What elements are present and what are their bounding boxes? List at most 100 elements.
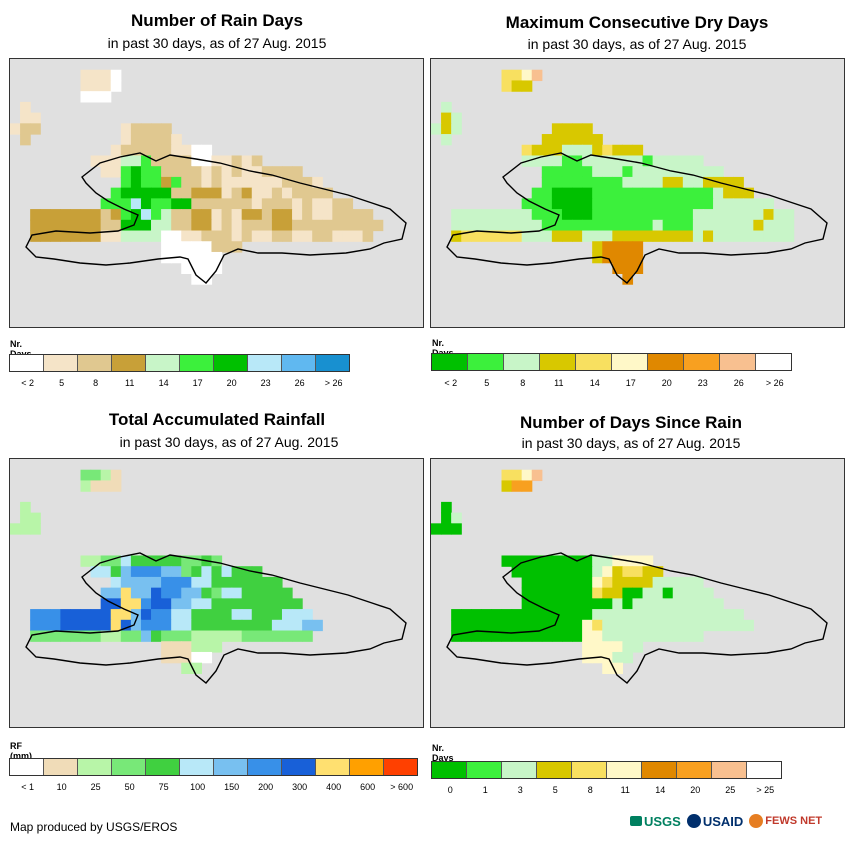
grid-cell	[151, 134, 162, 146]
map-rain-days	[9, 58, 424, 328]
legend-tick-label: > 600	[390, 782, 414, 792]
grid-cell	[733, 619, 744, 632]
grid-cell	[612, 176, 623, 189]
grid-cell	[281, 230, 293, 242]
legend-swatch	[572, 762, 607, 778]
grid-cell	[130, 230, 142, 242]
grid-cell	[561, 555, 573, 567]
grid-cell	[181, 651, 192, 664]
legend-ticks: < 2 5 8 11 14 17 20 23 26 > 26	[9, 378, 343, 390]
grid-cell	[602, 641, 613, 653]
grid-cell	[80, 480, 92, 492]
grid-cell	[652, 209, 664, 221]
grid-cell	[662, 219, 674, 232]
grid-cell	[592, 598, 603, 610]
grid-cell	[211, 619, 223, 632]
grid-cell	[501, 69, 513, 82]
grid-cell	[642, 566, 654, 578]
grid-cell	[161, 230, 172, 242]
grid-cell	[713, 598, 724, 610]
grid-cell	[120, 619, 132, 632]
grid-cell	[531, 69, 543, 82]
grid-cell	[80, 69, 92, 82]
grid-cell	[302, 176, 313, 189]
grid-cell	[501, 219, 513, 232]
grid-cell	[302, 209, 313, 221]
legend-tick-label: > 26	[324, 378, 343, 388]
grid-cell	[261, 187, 273, 199]
grid-cell	[251, 619, 263, 632]
grid-cell	[642, 609, 654, 621]
grid-cell	[451, 619, 462, 632]
grid-cell	[682, 166, 694, 178]
grid-cell	[501, 480, 513, 492]
grid-cell	[733, 187, 744, 199]
grid-cell	[723, 176, 734, 189]
grid-cell	[763, 209, 775, 221]
grid-cell	[171, 209, 182, 221]
grid-cell	[481, 619, 493, 632]
grid-cell	[491, 619, 503, 632]
island-outline	[25, 152, 407, 284]
grid-cell	[461, 609, 472, 621]
grid-cell	[642, 555, 654, 567]
panel-title: Number of Days Since Rain	[519, 413, 742, 432]
legend-tick-label: 8	[520, 378, 526, 388]
grid-cell	[541, 155, 553, 167]
grid-cell	[140, 619, 152, 632]
grid-cell	[302, 630, 313, 642]
grid-cell	[622, 619, 634, 632]
grid-cell	[181, 630, 192, 642]
panel-title: Maximum Consecutive Dry Days	[505, 13, 769, 32]
grid-cell	[592, 166, 603, 178]
grid-cell	[602, 651, 613, 664]
grid-cell	[120, 134, 132, 146]
grid-cell	[531, 587, 543, 599]
grid-cell	[713, 198, 724, 210]
legend-swatch	[612, 354, 648, 370]
grid-cell	[602, 198, 613, 210]
grid-cell	[241, 155, 253, 167]
grid-cell	[642, 176, 654, 189]
grid-cell	[100, 91, 112, 103]
grid-cell	[501, 555, 513, 567]
grid-cell	[672, 209, 684, 221]
grid-cell	[70, 209, 82, 221]
grid-cell	[541, 555, 553, 567]
grid-cell	[191, 598, 202, 610]
grid-cell	[161, 123, 172, 135]
grid-cell	[561, 166, 573, 178]
grid-cell	[322, 198, 333, 210]
grid-cell	[541, 166, 553, 178]
grid-cell	[531, 566, 543, 578]
grid-cell	[151, 166, 162, 178]
grid-cell	[50, 230, 61, 242]
grid-cell	[511, 480, 523, 492]
grid-cell	[682, 155, 694, 167]
grid-cell	[592, 619, 603, 632]
grid-cell	[151, 219, 162, 232]
grid-cell	[161, 555, 172, 567]
grid-cell	[161, 587, 172, 599]
grid-cell	[572, 166, 583, 178]
grid-cell	[582, 144, 593, 157]
grid-cell	[783, 209, 795, 221]
grid-cell	[292, 209, 303, 221]
grid-cell	[702, 230, 714, 242]
grid-cell	[120, 566, 132, 578]
grid-cell	[582, 576, 593, 589]
grid-cell	[211, 609, 223, 621]
grid-cell	[231, 176, 243, 189]
grid-cell	[441, 112, 452, 124]
grid-cell	[171, 144, 182, 157]
grid-cell	[151, 123, 162, 135]
grid-cell	[592, 176, 603, 189]
grid-cell	[302, 219, 313, 232]
grid-cell	[561, 144, 573, 157]
legend-swatch	[350, 759, 384, 775]
map-grid	[10, 469, 407, 684]
grid-cell	[20, 123, 31, 135]
grid-cell	[642, 630, 654, 642]
legend-swatch	[756, 354, 791, 370]
grid-cell	[743, 198, 754, 210]
